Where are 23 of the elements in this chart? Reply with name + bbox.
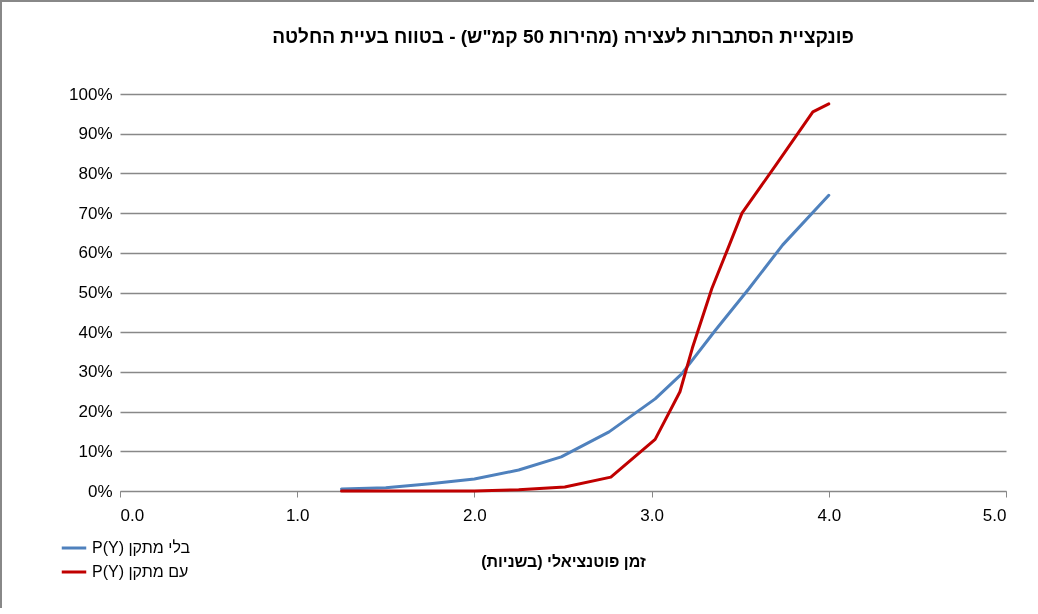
- y-tick-label: 10%: [78, 441, 113, 461]
- y-tick-label: 30%: [78, 362, 113, 382]
- y-tick-label: 0%: [87, 481, 113, 501]
- line-series: [340, 102, 831, 493]
- y-tick-label: 20%: [78, 402, 113, 422]
- x-tick-label: 0.0: [120, 505, 145, 525]
- y-tick-label: 100%: [69, 84, 113, 104]
- y-tick-label: 60%: [78, 243, 113, 263]
- legend-label: P(Y) בלי מתקן: [92, 539, 191, 556]
- chart-title: פונקציית הסתברות לעצירה (מהירות 50 קמ"ש) - בטווח בעיית החלטה: [272, 26, 854, 47]
- y-tick-label: 50%: [78, 283, 113, 302]
- y-tick-label: 90%: [78, 124, 113, 144]
- x-tick-label: 1.0: [285, 505, 310, 525]
- y-tick-label: 40%: [78, 322, 113, 342]
- x-axis-title: זמן פוטנציאלי (בשניות): [481, 552, 646, 570]
- x-tick-label: 5.0: [982, 505, 1007, 525]
- y-tick-label: 70%: [78, 203, 113, 223]
- x-tick-label: 2.0: [463, 505, 487, 525]
- y-tick-label: 80%: [78, 163, 113, 183]
- x-tick-label: 4.0: [817, 505, 842, 525]
- x-tick-label: 3.0: [640, 505, 664, 525]
- legend-label: P(Y) עם מתקן: [92, 563, 189, 580]
- line-series: [340, 193, 831, 491]
